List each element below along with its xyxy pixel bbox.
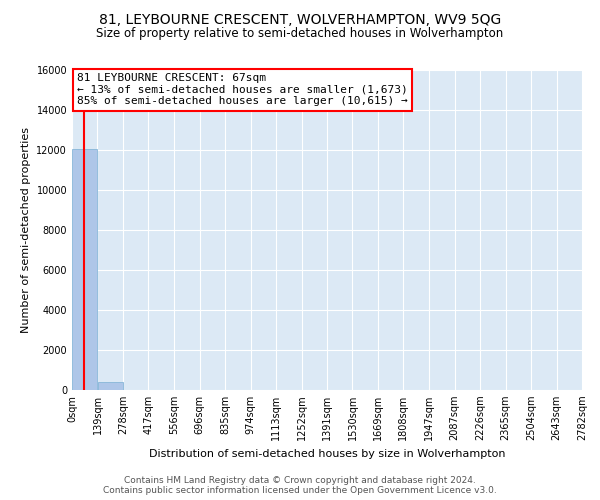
Y-axis label: Number of semi-detached properties: Number of semi-detached properties (21, 127, 31, 333)
Bar (72, 149, 97, 390)
Bar (98, 382, 123, 390)
Text: 81 LEYBOURNE CRESCENT: 67sqm
← 13% of semi-detached houses are smaller (1,673)
8: 81 LEYBOURNE CRESCENT: 67sqm ← 13% of se… (77, 73, 408, 106)
Text: Contains HM Land Registry data © Crown copyright and database right 2024.
Contai: Contains HM Land Registry data © Crown c… (103, 476, 497, 495)
Text: 81, LEYBOURNE CRESCENT, WOLVERHAMPTON, WV9 5QG: 81, LEYBOURNE CRESCENT, WOLVERHAMPTON, W… (99, 12, 501, 26)
X-axis label: Distribution of semi-detached houses by size in Wolverhampton: Distribution of semi-detached houses by … (149, 449, 505, 459)
Text: Size of property relative to semi-detached houses in Wolverhampton: Size of property relative to semi-detach… (97, 28, 503, 40)
